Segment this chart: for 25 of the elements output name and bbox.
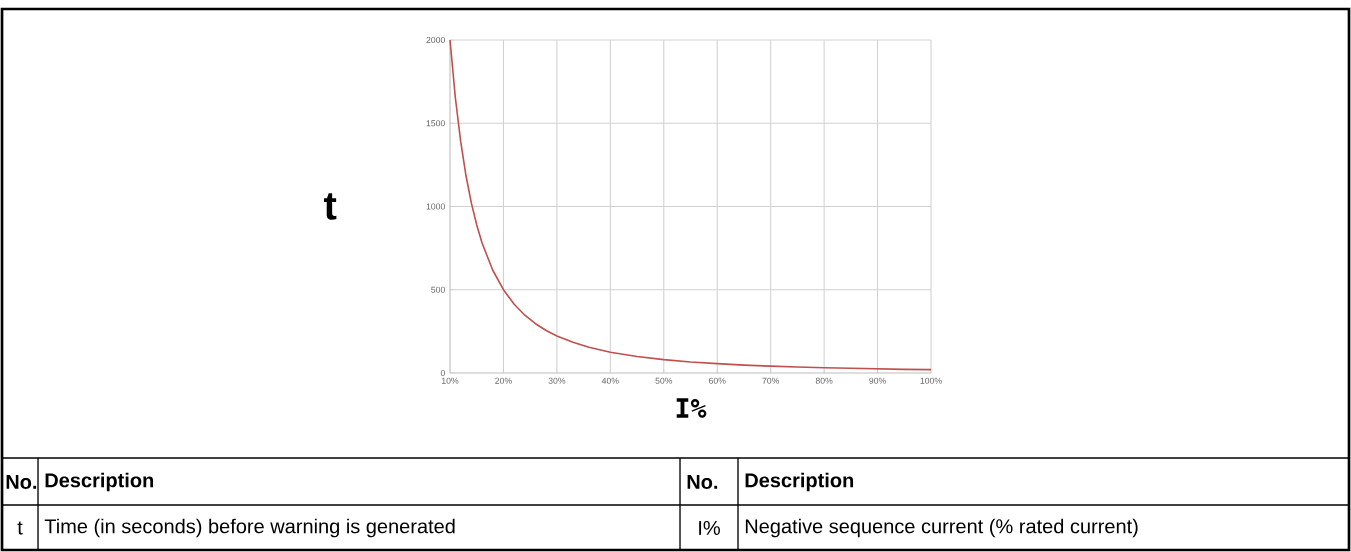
text: No. (687, 475, 718, 489)
y-tick-label: 0 (440, 369, 445, 377)
x-tick-label: 50% (655, 377, 673, 384)
x-tick-label: 60% (709, 377, 726, 384)
y-tick-label: 1500 (426, 120, 445, 127)
text: Time (in seconds) before warning is generated (44, 518, 455, 538)
text: I% (699, 521, 720, 535)
text: t (17, 521, 23, 535)
text: Description (45, 472, 154, 492)
x-tick-label: 30% (548, 377, 566, 384)
x-tick-label: 10% (442, 377, 459, 384)
y-axis-title: t (324, 193, 337, 220)
x-tick-label: 40% (601, 377, 619, 384)
x-tick-label: 90% (869, 377, 886, 384)
x-tick-label: 70% (762, 377, 780, 384)
x-tick-label: 80% (815, 377, 833, 384)
x-tick-label: 20% (495, 377, 512, 384)
text: Description (745, 472, 854, 492)
text: Negative sequence current (% rated current) (745, 518, 1138, 538)
x-tick-label: 100% (920, 377, 942, 384)
y-tick-label: 500 (431, 286, 445, 293)
x-axis-title: I% (676, 398, 707, 418)
y-tick-label: 2000 (426, 36, 445, 44)
y-tick-label: 1000 (426, 203, 445, 210)
text: No. (6, 475, 37, 489)
